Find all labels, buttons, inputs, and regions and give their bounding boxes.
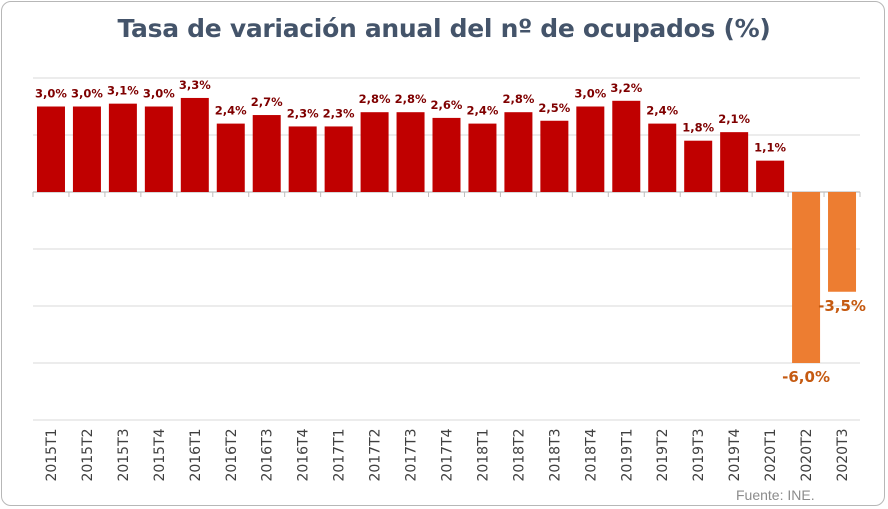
x-tick-labels: 2015T1 2015T2 2015T3 2015T4 2016T1 2016T2 2016… xyxy=(44,428,851,481)
bar-2020T3 xyxy=(828,192,857,292)
bar-2016T3 xyxy=(252,115,281,192)
data-label: 2,5% xyxy=(538,101,570,115)
bar-2019T4 xyxy=(720,132,749,192)
x-tick-label: 2020T1 xyxy=(763,428,779,481)
data-label: 3,2% xyxy=(610,81,642,95)
bar-2017T2 xyxy=(360,112,389,192)
x-tick-label: 2015T3 xyxy=(116,428,132,481)
data-labels: 3,0% 3,0% 3,1% 3,0% 3,3% 2,4% 2,7% 2,3% 2,3% 2,8%… xyxy=(35,78,866,386)
x-tick-label: 2015T1 xyxy=(44,428,60,481)
bar-2020T1 xyxy=(756,160,785,192)
bar-2016T2 xyxy=(216,123,245,192)
data-label: 2,8% xyxy=(502,92,534,106)
x-tick-label: 2019T1 xyxy=(619,428,635,481)
data-label: 3,0% xyxy=(574,87,606,101)
bar-2015T3 xyxy=(108,103,137,192)
data-label: 2,4% xyxy=(215,104,247,118)
x-tick-label: 2018T1 xyxy=(475,428,491,481)
x-tick-label: 2018T4 xyxy=(583,428,599,481)
data-label: 2,3% xyxy=(287,106,319,120)
bar-2017T4 xyxy=(432,117,461,192)
bar-2019T1 xyxy=(612,100,641,192)
x-tick-label: 2020T2 xyxy=(799,428,815,481)
bar-2016T4 xyxy=(288,126,317,192)
bar-2019T3 xyxy=(684,140,713,192)
x-tick-label: 2017T1 xyxy=(332,428,348,481)
bar-2015T2 xyxy=(72,106,101,192)
bar-2017T1 xyxy=(324,126,353,192)
x-tick-label: 2015T2 xyxy=(80,428,96,481)
bar-2018T4 xyxy=(576,106,605,192)
data-label: 2,3% xyxy=(323,106,355,120)
x-tick-label: 2019T2 xyxy=(655,428,671,481)
x-tick-label: 2016T4 xyxy=(296,428,312,481)
data-label: -3,5% xyxy=(818,297,866,315)
bars xyxy=(36,97,857,363)
data-label: 2,6% xyxy=(431,98,463,112)
source-note: Fuente: INE. xyxy=(736,487,815,503)
data-label: 2,7% xyxy=(251,95,283,109)
x-tick-label: 2016T1 xyxy=(188,428,204,481)
data-label: 2,8% xyxy=(395,92,427,106)
x-tick-label: 2017T3 xyxy=(404,428,420,481)
bar-2015T4 xyxy=(144,106,173,192)
bar-2016T1 xyxy=(180,97,209,192)
x-tick-label: 2018T3 xyxy=(547,428,563,481)
bar-2018T3 xyxy=(540,120,569,192)
data-label: -6,0% xyxy=(782,368,830,386)
x-tick-label: 2016T3 xyxy=(260,428,276,481)
bar-2017T3 xyxy=(396,112,425,192)
x-tick-label: 2015T4 xyxy=(152,428,168,481)
x-tick-label: 2017T2 xyxy=(368,428,384,481)
data-label: 2,4% xyxy=(646,104,678,118)
data-label: 1,1% xyxy=(754,141,786,155)
data-label: 3,0% xyxy=(143,87,175,101)
x-tick-label: 2018T2 xyxy=(511,428,527,481)
x-tick-label: 2019T3 xyxy=(691,428,707,481)
data-label: 3,0% xyxy=(71,87,103,101)
bar-2020T2 xyxy=(792,192,821,363)
bar-2015T1 xyxy=(36,106,65,192)
bar-2018T1 xyxy=(468,123,497,192)
data-label: 3,3% xyxy=(179,78,211,92)
data-label: 1,8% xyxy=(682,121,714,135)
x-tick-label: 2019T4 xyxy=(727,428,743,481)
data-label: 3,0% xyxy=(35,87,67,101)
x-tick-label: 2020T3 xyxy=(835,428,851,481)
bar-2018T2 xyxy=(504,112,533,192)
chart-title: Tasa de variación anual del nº de ocupad… xyxy=(117,14,771,43)
x-tick-label: 2017T4 xyxy=(440,428,456,481)
x-tick-label: 2016T2 xyxy=(224,428,240,481)
data-label: 3,1% xyxy=(107,84,139,98)
bar-2019T2 xyxy=(648,123,677,192)
data-label: 2,8% xyxy=(359,92,391,106)
data-label: 2,1% xyxy=(718,112,750,126)
data-label: 2,4% xyxy=(467,104,499,118)
